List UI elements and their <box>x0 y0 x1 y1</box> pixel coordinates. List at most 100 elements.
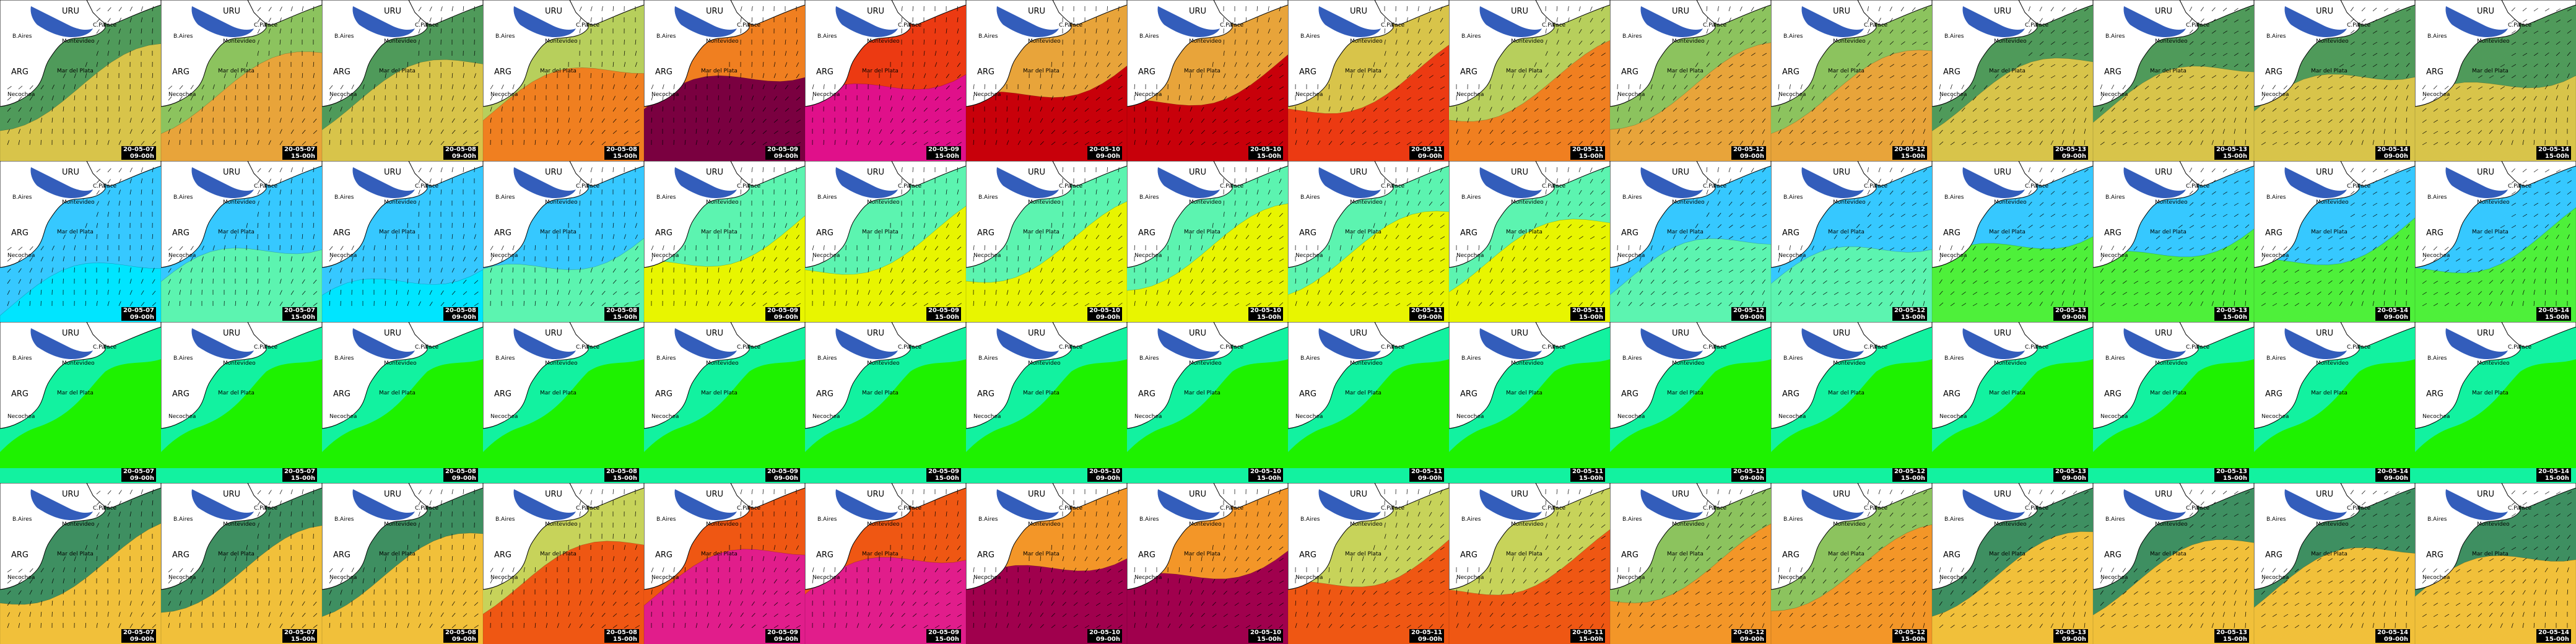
gust-row-panel-1[interactable]: URU ARG B.Aires C.Palace Montevideo Mar … <box>161 483 322 644</box>
wind-row-panel-5[interactable]: URU ARG B.Aires C.Palace Montevideo Mar … <box>805 0 966 161</box>
temp-row-panel-7[interactable]: URU ARG B.Aires C.Palace Montevideo Mar … <box>1127 161 1288 322</box>
gust-row-panel-10[interactable]: URU ARG B.Aires C.Palace Montevideo Mar … <box>1610 483 1771 644</box>
label-c-palace: C.Palace <box>576 183 600 189</box>
label-arg: ARG <box>1460 389 1477 399</box>
wind-row-panel-2[interactable]: URU ARG B.Aires C.Palace Montevideo Mar … <box>322 0 483 161</box>
label-b-aires: B.Aires <box>1944 355 1964 362</box>
flat-row-panel-1[interactable]: URU ARG B.Aires C.Palace Montevideo Mar … <box>161 322 322 483</box>
timestamp: 20-05-14 09-00h <box>2375 146 2410 160</box>
temp-row-panel-15[interactable]: URU ARG B.Aires C.Palace Montevideo Mar … <box>2415 161 2576 322</box>
timestamp-date: 20-05-09 <box>765 629 800 636</box>
flat-row-panel-11[interactable]: URU ARG B.Aires C.Palace Montevideo Mar … <box>1771 322 1932 483</box>
wind-row-panel-14[interactable]: URU ARG B.Aires C.Palace Montevideo Mar … <box>2254 0 2415 161</box>
label-b-aires: B.Aires <box>978 355 998 362</box>
temp-row-panel-11[interactable]: URU ARG B.Aires C.Palace Montevideo Mar … <box>1771 161 1932 322</box>
wind-row-panel-11[interactable]: URU ARG B.Aires C.Palace Montevideo Mar … <box>1771 0 1932 161</box>
flat-row-panel-8[interactable]: URU ARG B.Aires C.Palace Montevideo Mar … <box>1288 322 1449 483</box>
gust-row-panel-8[interactable]: URU ARG B.Aires C.Palace Montevideo Mar … <box>1288 483 1449 644</box>
label-arg: ARG <box>11 550 28 560</box>
label-uru: URU <box>2316 329 2334 338</box>
label-c-palace: C.Palace <box>1059 183 1083 189</box>
temp-row-panel-8[interactable]: URU ARG B.Aires C.Palace Montevideo Mar … <box>1288 161 1449 322</box>
flat-row-panel-3[interactable]: URU ARG B.Aires C.Palace Montevideo Mar … <box>483 322 644 483</box>
temp-row-panel-0[interactable]: URU ARG B.Aires C.Palace Montevideo Mar … <box>0 161 161 322</box>
wind-row-panel-13[interactable]: URU ARG B.Aires C.Palace Montevideo Mar … <box>2093 0 2254 161</box>
temp-row-panel-9[interactable]: URU ARG B.Aires C.Palace Montevideo Mar … <box>1449 161 1610 322</box>
wind-row-panel-1[interactable]: URU ARG B.Aires C.Palace Montevideo Mar … <box>161 0 322 161</box>
wind-row-panel-6[interactable]: URU ARG B.Aires C.Palace Montevideo Mar … <box>966 0 1127 161</box>
gust-row-panel-11[interactable]: URU ARG B.Aires C.Palace Montevideo Mar … <box>1771 483 1932 644</box>
wind-row-panel-15[interactable]: URU ARG B.Aires C.Palace Montevideo Mar … <box>2415 0 2576 161</box>
wind-row-panel-8[interactable]: URU ARG B.Aires C.Palace Montevideo Mar … <box>1288 0 1449 161</box>
temp-row-panel-3[interactable]: URU ARG B.Aires C.Palace Montevideo Mar … <box>483 161 644 322</box>
temp-row-panel-5[interactable]: URU ARG B.Aires C.Palace Montevideo Mar … <box>805 161 966 322</box>
timestamp-time: 15-00h <box>2536 314 2571 321</box>
gust-row-panel-3[interactable]: URU ARG B.Aires C.Palace Montevideo Mar … <box>483 483 644 644</box>
timestamp: 20-05-13 15-00h <box>2214 468 2249 482</box>
temp-row-panel-6[interactable]: URU ARG B.Aires C.Palace Montevideo Mar … <box>966 161 1127 322</box>
temp-row-panel-4[interactable]: URU ARG B.Aires C.Palace Montevideo Mar … <box>644 161 805 322</box>
label-c-palace: C.Palace <box>2347 344 2371 350</box>
flat-row-panel-9[interactable]: URU ARG B.Aires C.Palace Montevideo Mar … <box>1449 322 1610 483</box>
gust-row-panel-7[interactable]: URU ARG B.Aires C.Palace Montevideo Mar … <box>1127 483 1288 644</box>
label-necochea: Necochea <box>973 92 1001 98</box>
temp-row-panel-12[interactable]: URU ARG B.Aires C.Palace Montevideo Mar … <box>1932 161 2093 322</box>
label-uru: URU <box>2477 490 2495 499</box>
label-montevideo: Montevideo <box>1350 199 1383 206</box>
gust-row-panel-0[interactable]: URU ARG B.Aires C.Palace Montevideo Mar … <box>0 483 161 644</box>
label-uru: URU <box>62 329 80 338</box>
wind-row-panel-7[interactable]: URU ARG B.Aires C.Palace Montevideo Mar … <box>1127 0 1288 161</box>
timestamp: 20-05-09 09-00h <box>765 307 800 321</box>
flat-row-panel-0[interactable]: URU ARG B.Aires C.Palace Montevideo Mar … <box>0 322 161 483</box>
gust-row-panel-13[interactable]: URU ARG B.Aires C.Palace Montevideo Mar … <box>2093 483 2254 644</box>
label-arg: ARG <box>2265 228 2282 238</box>
timestamp-date: 20-05-11 <box>1409 629 1444 636</box>
label-c-palace: C.Palace <box>1220 505 1244 511</box>
gust-row-panel-2[interactable]: URU ARG B.Aires C.Palace Montevideo Mar … <box>322 483 483 644</box>
gust-row-panel-15[interactable]: URU ARG B.Aires C.Palace Montevideo Mar … <box>2415 483 2576 644</box>
gust-row-panel-4[interactable]: URU ARG B.Aires C.Palace Montevideo Mar … <box>644 483 805 644</box>
forecast-map <box>644 161 805 322</box>
flat-row-panel-12[interactable]: URU ARG B.Aires C.Palace Montevideo Mar … <box>1932 322 2093 483</box>
gust-row-panel-6[interactable]: URU ARG B.Aires C.Palace Montevideo Mar … <box>966 483 1127 644</box>
label-necochea: Necochea <box>651 575 679 581</box>
temp-row-panel-1[interactable]: URU ARG B.Aires C.Palace Montevideo Mar … <box>161 161 322 322</box>
timestamp-time: 09-00h <box>1087 636 1122 643</box>
label-necochea: Necochea <box>1295 92 1323 98</box>
label-arg: ARG <box>1782 389 1799 399</box>
flat-row-panel-7[interactable]: URU ARG B.Aires C.Palace Montevideo Mar … <box>1127 322 1288 483</box>
flat-row-panel-14[interactable]: URU ARG B.Aires C.Palace Montevideo Mar … <box>2254 322 2415 483</box>
label-b-aires: B.Aires <box>173 516 193 523</box>
timestamp-time: 09-00h <box>443 153 478 160</box>
flat-row-panel-4[interactable]: URU ARG B.Aires C.Palace Montevideo Mar … <box>644 322 805 483</box>
wind-row-panel-12[interactable]: URU ARG B.Aires C.Palace Montevideo Mar … <box>1932 0 2093 161</box>
flat-row-panel-5[interactable]: URU ARG B.Aires C.Palace Montevideo Mar … <box>805 322 966 483</box>
label-uru: URU <box>2316 168 2334 177</box>
wind-row-panel-10[interactable]: URU ARG B.Aires C.Palace Montevideo Mar … <box>1610 0 1771 161</box>
gust-row-panel-9[interactable]: URU ARG B.Aires C.Palace Montevideo Mar … <box>1449 483 1610 644</box>
flat-row-panel-10[interactable]: URU ARG B.Aires C.Palace Montevideo Mar … <box>1610 322 1771 483</box>
timestamp-date: 20-05-07 <box>121 629 156 636</box>
label-uru: URU <box>1994 490 2012 499</box>
wind-row-panel-0[interactable]: URU ARG B.Aires C.Palace Montevideo Mar … <box>0 0 161 161</box>
flat-row-panel-6[interactable]: URU ARG B.Aires C.Palace Montevideo Mar … <box>966 322 1127 483</box>
temp-row-panel-2[interactable]: URU ARG B.Aires C.Palace Montevideo Mar … <box>322 161 483 322</box>
gust-row-panel-14[interactable]: URU ARG B.Aires C.Palace Montevideo Mar … <box>2254 483 2415 644</box>
label-montevideo: Montevideo <box>706 521 739 528</box>
flat-row-panel-13[interactable]: URU ARG B.Aires C.Palace Montevideo Mar … <box>2093 322 2254 483</box>
forecast-map <box>1288 0 1449 161</box>
wind-row-panel-3[interactable]: URU ARG B.Aires C.Palace Montevideo Mar … <box>483 0 644 161</box>
label-uru: URU <box>1511 490 1529 499</box>
timestamp: 20-05-13 15-00h <box>2214 629 2249 643</box>
flat-row-panel-2[interactable]: URU ARG B.Aires C.Palace Montevideo Mar … <box>322 322 483 483</box>
wind-row-panel-4[interactable]: URU ARG B.Aires C.Palace Montevideo Mar … <box>644 0 805 161</box>
temp-row-panel-14[interactable]: URU ARG B.Aires C.Palace Montevideo Mar … <box>2254 161 2415 322</box>
temp-row-panel-13[interactable]: URU ARG B.Aires C.Palace Montevideo Mar … <box>2093 161 2254 322</box>
flat-row-panel-15[interactable]: URU ARG B.Aires C.Palace Montevideo Mar … <box>2415 322 2576 483</box>
label-arg: ARG <box>1943 389 1960 399</box>
wind-row-panel-9[interactable]: URU ARG B.Aires C.Palace Montevideo Mar … <box>1449 0 1610 161</box>
temp-row-panel-10[interactable]: URU ARG B.Aires C.Palace Montevideo Mar … <box>1610 161 1771 322</box>
gust-row-panel-12[interactable]: URU ARG B.Aires C.Palace Montevideo Mar … <box>1932 483 2093 644</box>
label-uru: URU <box>1833 329 1851 338</box>
gust-row-panel-5[interactable]: URU ARG B.Aires C.Palace Montevideo Mar … <box>805 483 966 644</box>
